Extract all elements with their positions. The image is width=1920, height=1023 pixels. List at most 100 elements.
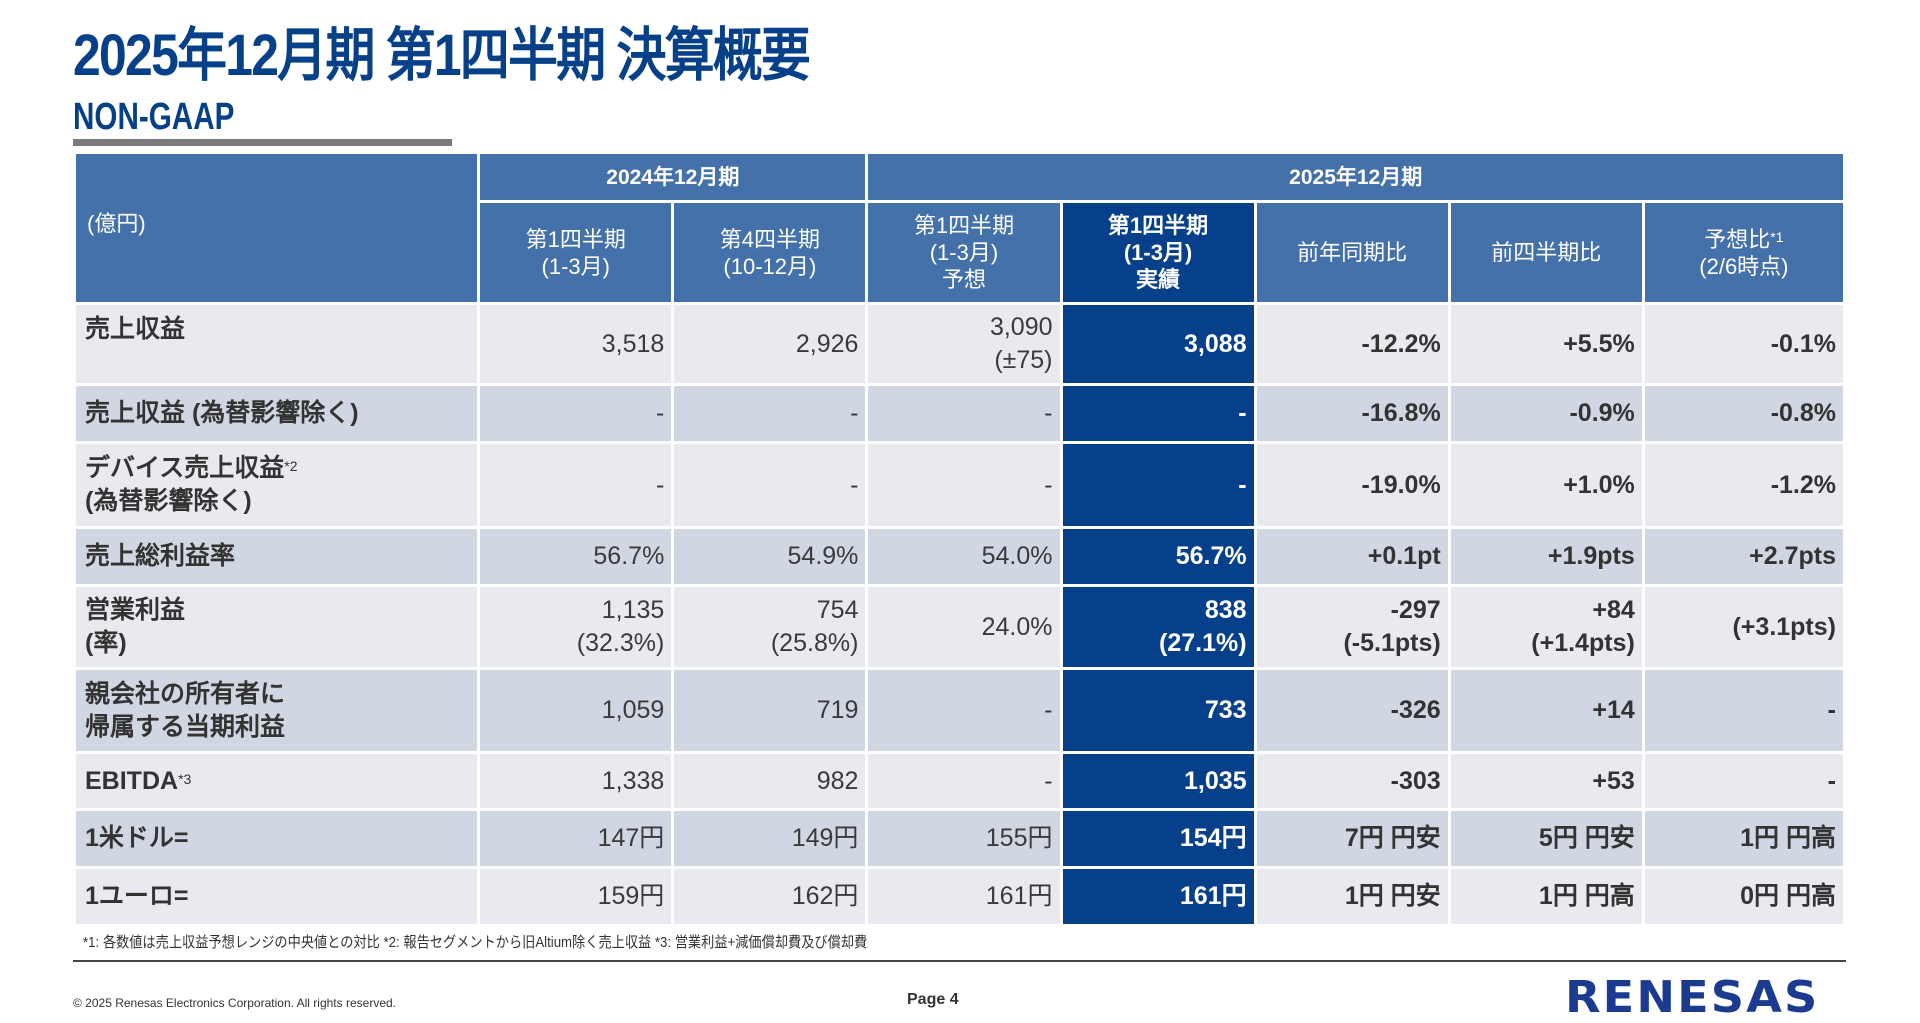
table-cell: +5.5% [1450,305,1642,383]
column-header: 前四半期比 [1450,203,1642,302]
cell-value: +53 [1592,766,1635,795]
row-label: EBITDA*3 [76,754,478,808]
table-row: 1ユーロ= 159円 162円 161円 161円 1円 円安 1円 円高 0円 円高 [76,869,1843,924]
cell-value: 0円 円高 [1740,882,1836,910]
table-cell: 155円 [868,811,1060,866]
group-header-fy2024: 2024年12月期 [480,154,866,200]
copyright: © 2025 Renesas Electronics Corporation. … [73,996,396,1010]
cell-value: 3,090 [989,313,1053,341]
row-label: 1ユーロ= [76,869,478,924]
row-label-line: 帰属する当期利益 [85,711,470,744]
cell-value: 1,338 [601,766,665,795]
cell-value: 161円 [985,882,1053,910]
row-label: 親会社の所有者に 帰属する当期利益 [76,670,478,751]
table-cell: +1.0% [1450,444,1642,526]
cell-value: 1円 円安 [1344,882,1441,910]
table-cell: - [1644,670,1843,751]
table-row: 売上総利益率 56.7% 54.9% 54.0% 56.7% +0.1pt +1.9pts +… [76,529,1843,584]
row-label: 売上収益 [76,305,478,383]
cell-value: 733 [1204,696,1247,724]
footnote-mark: *1 [1770,228,1784,245]
table-row: 売上収益 3,518 2,926 3,090 (±75) 3,088 -12.2% +5.5%… [76,305,1843,383]
cell-value: - [1044,470,1053,499]
row-label-line: (率) [85,627,470,660]
table-cell: -303 [1256,754,1448,808]
cell-value: 147円 [597,824,665,852]
table-cell: 161円 [868,869,1060,924]
footer-divider [73,960,1846,962]
cell-value: (27.1%) [1159,629,1247,657]
table-cell: - [674,444,866,526]
table-cell: -326 [1256,670,1448,751]
table-cell: +14 [1450,670,1642,751]
page-number: Page 4 [907,991,959,1008]
table-cell: 838 (27.1%) [1062,587,1254,667]
table-cell: 1円 円高 [1644,811,1843,866]
table-cell: - [1644,754,1843,808]
table-cell: 754 (25.8%) [674,587,866,667]
column-header-line: 前四半期比 [1491,240,1602,265]
table-cell: - [868,754,1060,808]
cell-value: +1.0% [1563,470,1635,499]
cell-value: - [1044,399,1053,427]
row-label-text: 売上総利益率 [85,542,236,570]
table-cell: 2,926 [674,305,866,383]
table-cell: +2.7pts [1644,529,1843,584]
row-label-text: EBITDA [85,766,179,795]
cell-value: 24.0% [981,612,1053,641]
row-label: デバイス売上収益*2 (為替影響除く) [76,444,478,526]
table-cell: - [480,386,672,441]
group-header-fy2025: 2025年12月期 [868,154,1843,200]
row-label-line: EBITDA*3 [85,765,470,798]
subtitle-underline [73,139,452,146]
cell-value: 2,926 [795,329,859,358]
row-label-text: (為替影響除く) [85,487,252,515]
table-cell: - [674,386,866,441]
cell-value: 719 [816,696,859,724]
cell-value: 54.9% [787,542,859,570]
footnote-mark: *2 [284,458,298,474]
footnote: *1: 各数値は売上収益予想レンジの中央値との対比 *2: 報告セグメントから旧… [83,934,868,951]
table-cell: -19.0% [1256,444,1448,526]
row-label: 売上収益 (為替影響除く) [76,386,478,441]
cell-value: -0.8% [1770,399,1836,427]
table-cell: -16.8% [1256,386,1448,441]
table-cell: -297 (-5.1pts) [1256,587,1448,667]
column-header-line: 予想 [941,267,986,292]
cell-value: - [1238,399,1247,427]
table-row: デバイス売上収益*2 (為替影響除く) - - - - -19.0% +1.0% -1.2% [76,444,1843,526]
row-label-text: 1米ドル= [85,824,189,852]
table-cell: 54.9% [674,529,866,584]
table-cell: 982 [674,754,866,808]
cell-value: -16.8% [1361,399,1441,427]
table-row: 営業利益 (率) 1,135 (32.3%) 754 (25.8%) 24.0% 838 (27… [76,587,1843,667]
row-label-line: デバイス売上収益*2 [85,452,470,485]
table-cell: 0円 円高 [1644,869,1843,924]
cell-value: (+1.4pts) [1531,629,1635,657]
row-label-line: 売上総利益率 [85,540,470,573]
column-header: 第1四半期 (1-3月) 実績 [1062,203,1254,302]
column-header: 第1四半期 (1-3月) [480,203,672,302]
table-cell: 54.0% [868,529,1060,584]
table-cell: 719 [674,670,866,751]
table-cell: - [868,670,1060,751]
table-cell: 733 [1062,670,1254,751]
cell-value: 56.7% [593,542,665,570]
table-cell: +0.1pt [1256,529,1448,584]
cell-value: 149円 [791,824,859,852]
cell-value: -303 [1390,766,1441,795]
table-cell: 3,090 (±75) [868,305,1060,383]
table-row: 1米ドル= 147円 149円 155円 154円 7円 円安 5円 円安 1円 円高 [76,811,1843,866]
cell-value: 5円 円安 [1538,824,1635,852]
cell-value: (±75) [994,346,1053,374]
cell-value: -297 [1390,596,1441,624]
table-cell: +53 [1450,754,1642,808]
row-label-line: 1米ドル= [85,822,470,855]
cell-value: 1,035 [1184,766,1247,795]
column-header-line: 実績 [1136,267,1181,292]
cell-value: +1.9pts [1547,542,1635,570]
row-label-line: 売上収益 (為替影響除く) [85,397,470,430]
column-header-line: 前年同期比 [1297,240,1408,265]
column-header: 前年同期比 [1256,203,1448,302]
row-label-line: 売上収益 [85,313,470,346]
